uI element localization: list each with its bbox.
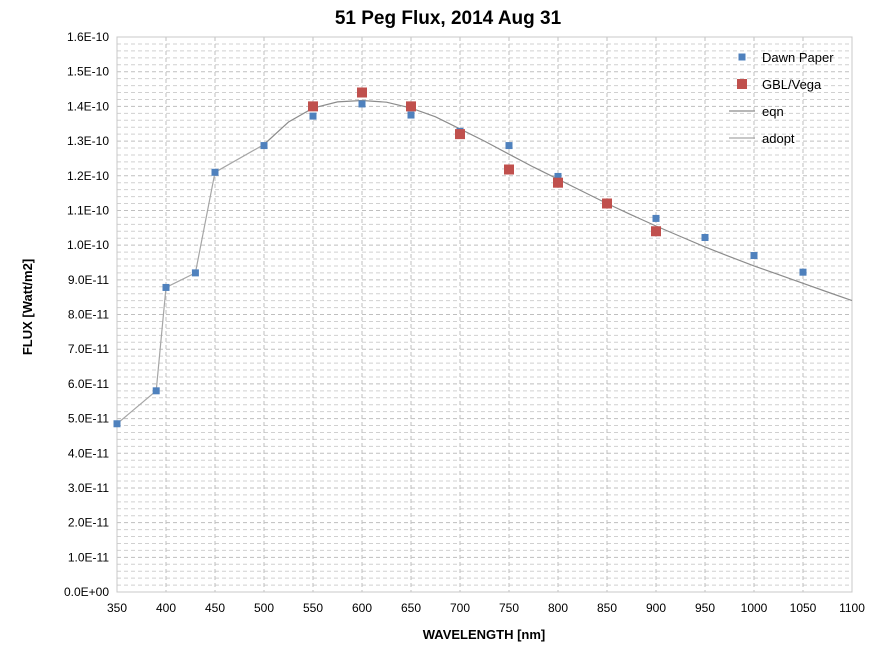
y-tick-label: 8.0E-11	[68, 308, 109, 322]
y-tick-label: 3.0E-11	[68, 481, 109, 495]
data-point-gbl-vega	[455, 129, 465, 140]
x-tick-label: 850	[597, 601, 617, 615]
data-point-dawn-paper	[162, 283, 170, 291]
y-tick-label: 1.6E-10	[67, 30, 109, 44]
y-tick-label: 1.1E-10	[67, 203, 109, 217]
legend-label-gbl-vega: GBL/Vega	[762, 77, 822, 92]
x-tick-label: 450	[205, 601, 225, 615]
x-tick-label: 950	[695, 601, 715, 615]
data-point-gbl-vega	[602, 198, 612, 209]
y-axis-ticks: 0.0E+00 1.0E-11 2.0E-11 3.0E-11 4.0E-11 5.0E-…	[64, 30, 109, 599]
x-tick-label: 550	[303, 601, 323, 615]
data-point-dawn-paper	[701, 233, 709, 241]
y-tick-label: 1.0E-10	[67, 238, 109, 252]
x-tick-label: 350	[107, 601, 127, 615]
y-tick-label: 7.0E-11	[68, 342, 109, 356]
data-point-dawn-paper	[505, 142, 513, 150]
y-tick-label: 2.0E-11	[68, 516, 109, 530]
data-point-dawn-paper	[113, 420, 121, 428]
data-point-gbl-vega	[357, 87, 367, 98]
data-point-dawn-paper	[211, 168, 219, 176]
x-tick-label: 1050	[790, 601, 817, 615]
x-tick-label: 700	[450, 601, 470, 615]
x-axis-ticks: 350 400 450 500 550 600 650 700 750 800 850 900 950 1…	[107, 601, 865, 615]
data-point-gbl-vega	[651, 226, 661, 237]
y-tick-label: 9.0E-11	[68, 273, 109, 287]
chart-title: 51 Peg Flux, 2014 Aug 31	[335, 8, 562, 29]
legend-label-dawn-paper: Dawn Paper	[762, 50, 834, 65]
y-tick-label: 1.3E-10	[67, 134, 109, 148]
x-tick-label: 800	[548, 601, 568, 615]
data-point-dawn-paper	[260, 142, 268, 150]
x-tick-label: 1000	[741, 601, 768, 615]
data-point-dawn-paper	[407, 111, 415, 119]
data-point-dawn-paper	[152, 387, 160, 395]
y-tick-label: 1.2E-10	[67, 169, 109, 183]
y-tick-label: 1.4E-10	[67, 99, 109, 113]
x-tick-label: 600	[352, 601, 372, 615]
y-tick-label: 1.0E-11	[68, 550, 109, 564]
data-point-dawn-paper	[191, 269, 199, 277]
y-tick-label: 6.0E-11	[68, 377, 109, 391]
x-tick-label: 900	[646, 601, 666, 615]
data-point-dawn-paper	[309, 112, 317, 120]
legend-label-eqn: eqn	[762, 104, 784, 119]
x-tick-label: 1100	[839, 601, 865, 615]
y-tick-label: 5.0E-11	[68, 412, 109, 426]
data-point-dawn-paper	[652, 214, 660, 222]
x-tick-label: 650	[401, 601, 421, 615]
x-tick-label: 750	[499, 601, 519, 615]
data-point-gbl-vega	[308, 101, 318, 112]
legend-swatch-gbl-vega	[737, 79, 747, 89]
y-axis-label: FLUX [Watt/m2]	[20, 259, 35, 355]
series-markers	[113, 87, 807, 428]
series-lines	[116, 99, 853, 425]
legend: Dawn Paper GBL/Vega eqn adopt	[729, 50, 834, 146]
plot-area	[116, 36, 853, 593]
data-point-dawn-paper	[750, 252, 758, 260]
x-axis-label: WAVELENGTH [nm]	[423, 627, 546, 642]
data-point-gbl-vega	[406, 101, 416, 112]
data-point-gbl-vega	[504, 164, 514, 175]
legend-label-adopt: adopt	[762, 131, 795, 146]
grid	[116, 36, 853, 593]
series-line-adopt	[116, 143, 265, 425]
y-tick-label: 0.0E+00	[64, 585, 109, 599]
legend-swatch-dawn-paper	[738, 53, 746, 61]
y-tick-label: 4.0E-11	[68, 446, 109, 460]
data-point-dawn-paper	[358, 100, 366, 108]
data-point-dawn-paper	[799, 268, 807, 276]
x-tick-label: 500	[254, 601, 274, 615]
x-tick-label: 400	[156, 601, 176, 615]
data-point-dawn-paper	[554, 172, 562, 180]
data-point-gbl-vega	[553, 177, 563, 188]
y-tick-label: 1.5E-10	[67, 65, 109, 79]
